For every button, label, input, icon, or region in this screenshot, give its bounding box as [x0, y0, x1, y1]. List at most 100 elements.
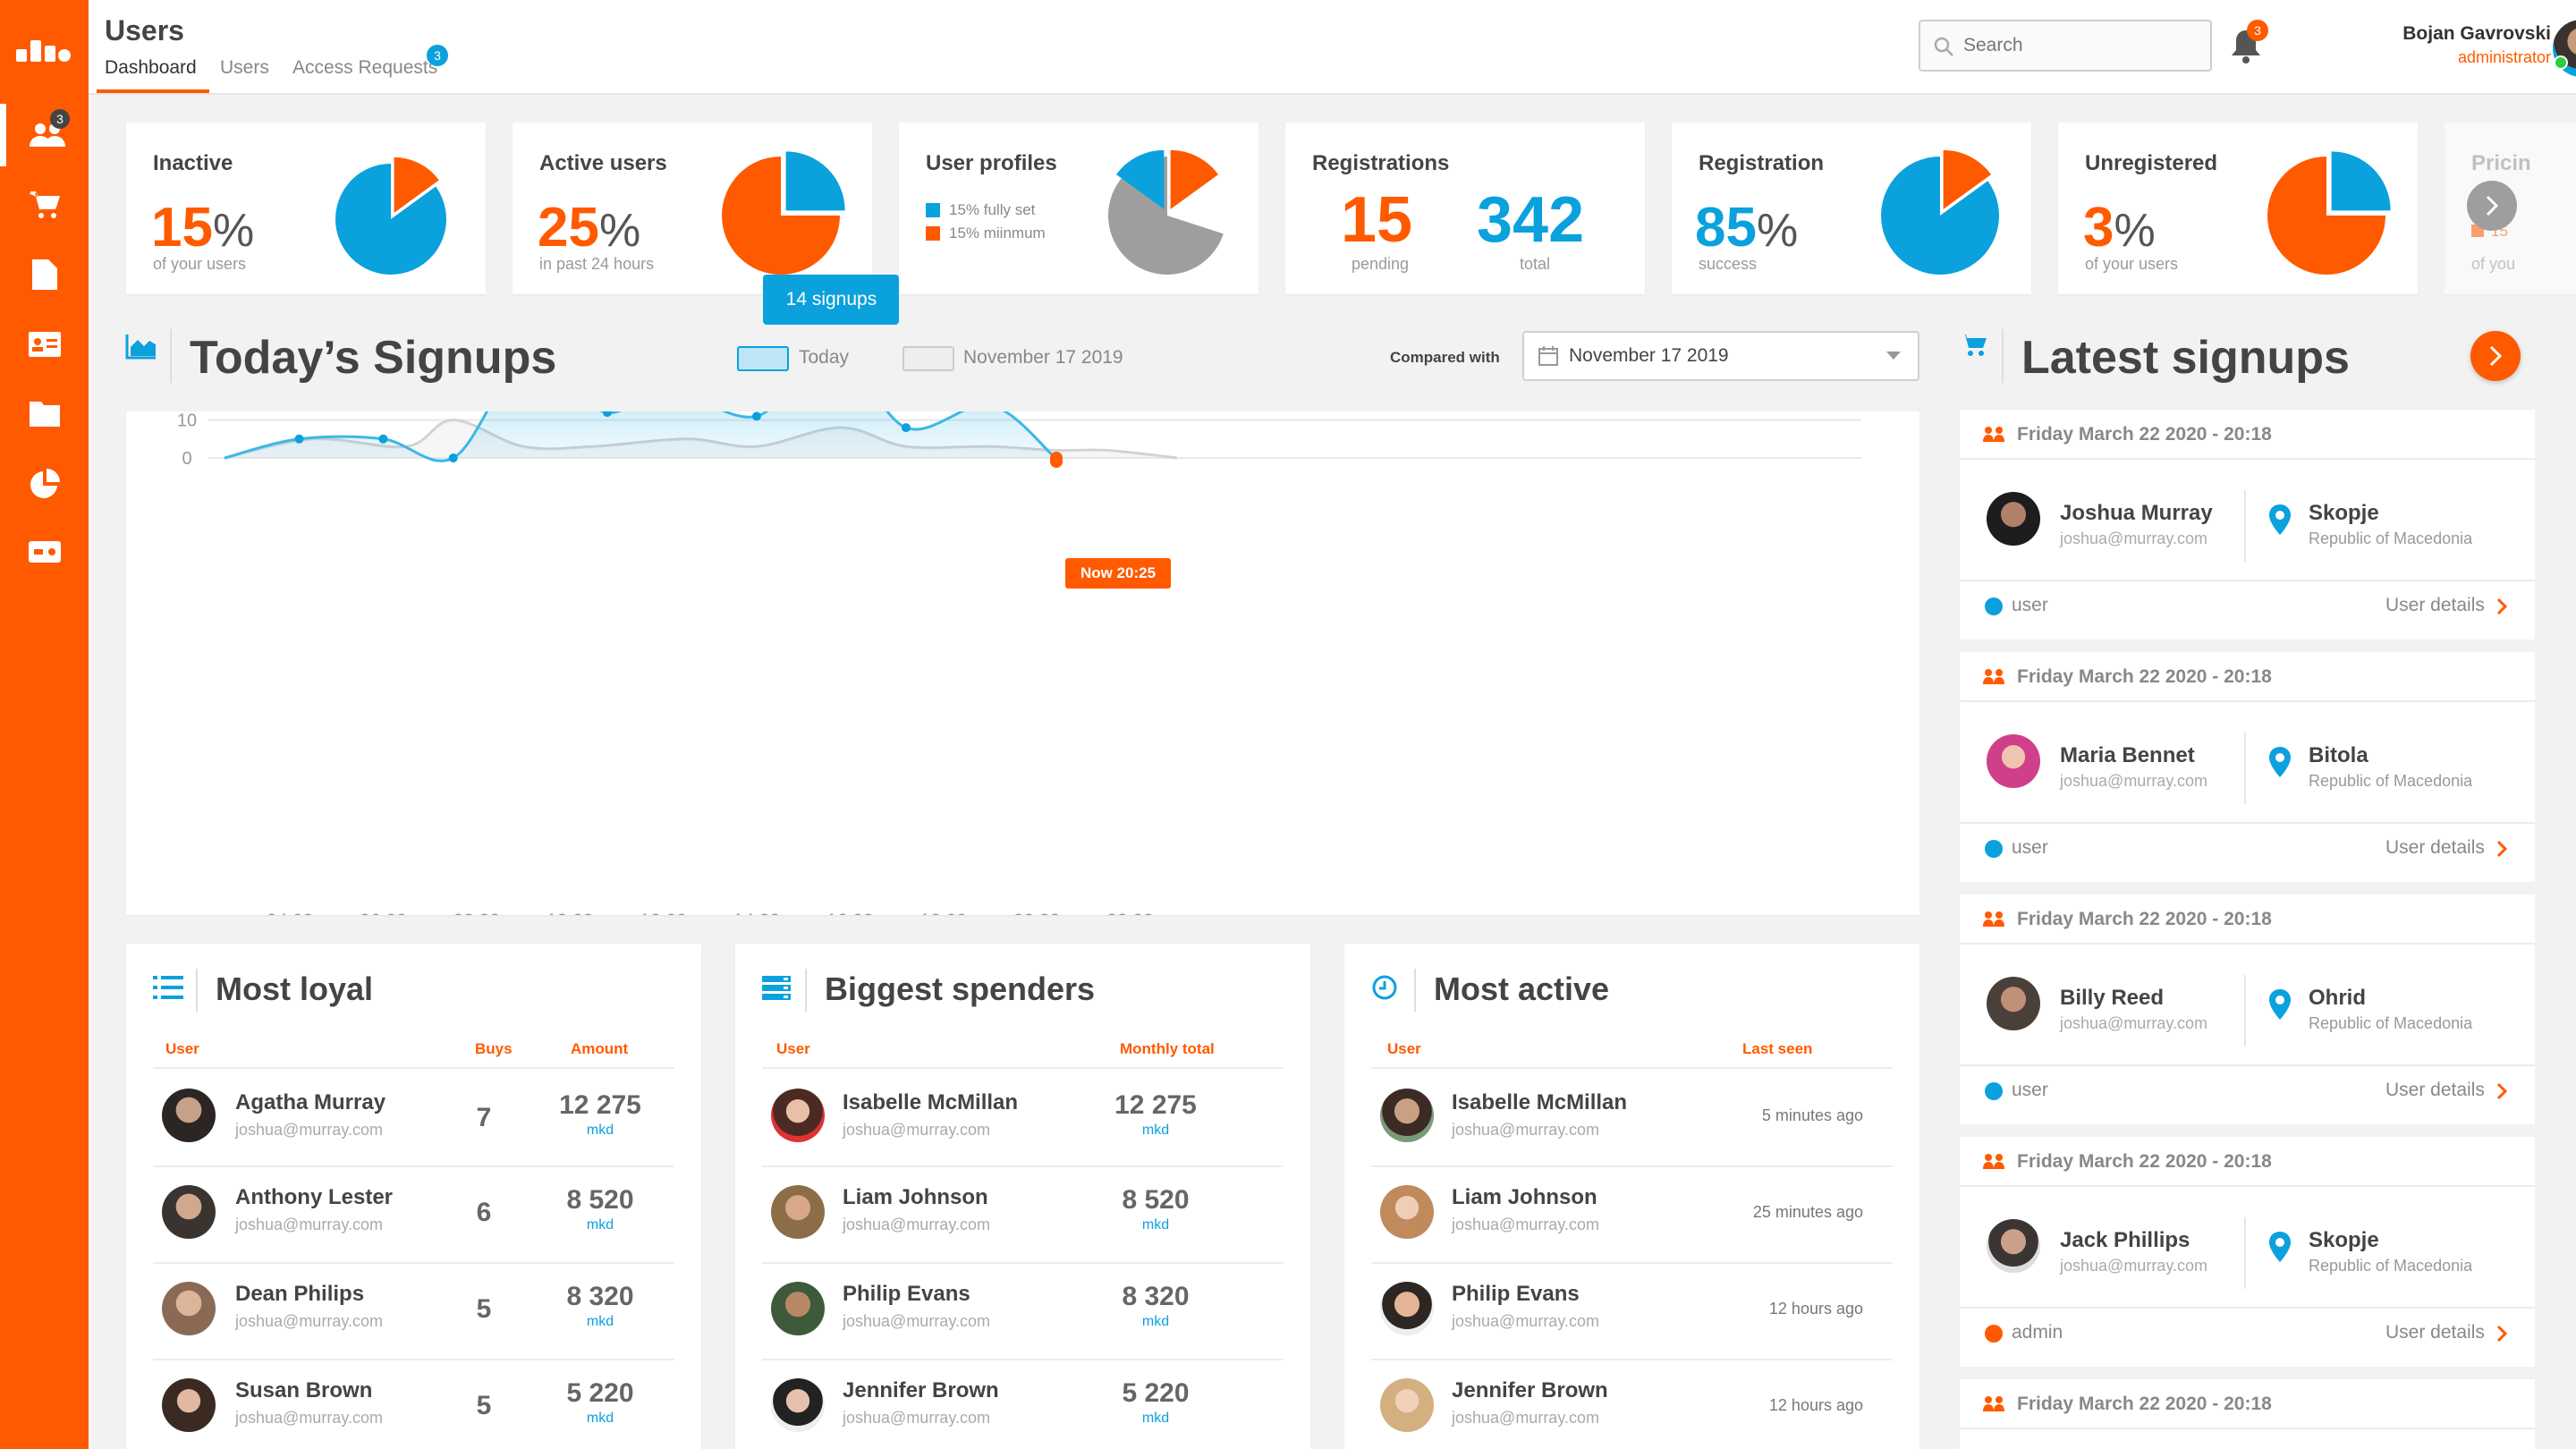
tab-users[interactable]: Users: [220, 57, 269, 78]
stats-next-button[interactable]: [2467, 181, 2517, 231]
card-divider: [2244, 1217, 2246, 1289]
card-divider: [1960, 700, 2535, 702]
data-point[interactable]: [294, 434, 304, 444]
table-row[interactable]: Isabelle McMillan joshua@murray.com 12 2…: [735, 1069, 1310, 1165]
role-label: admin: [2012, 1322, 2063, 1343]
document-icon[interactable]: [0, 243, 89, 306]
data-point[interactable]: [448, 453, 458, 462]
x-tick-label: 06:00: [360, 911, 407, 915]
city: Skopje: [2309, 1228, 2379, 1252]
x-tick-label: 12:00: [640, 911, 687, 915]
avatar: [162, 1282, 216, 1335]
table-divider: [1371, 1165, 1893, 1167]
tab-dashboard[interactable]: Dashboard: [105, 57, 197, 78]
pie-slice-main: [335, 164, 446, 275]
user-name: Maria Bennet: [2060, 743, 2195, 767]
search-input[interactable]: [1963, 32, 2196, 59]
table-row[interactable]: Dean Philips joshua@murray.com 5 8 320 m…: [126, 1264, 701, 1359]
user-details-link[interactable]: User details: [2385, 1080, 2485, 1100]
pie-chart-icon[interactable]: [0, 453, 89, 515]
signup-card[interactable]: Friday March 22 2020 - 20:18 Billy Reed …: [1960, 894, 2535, 1124]
panel-title: Biggest spenders: [825, 970, 1096, 1007]
data-point[interactable]: [378, 434, 388, 444]
user-email: joshua@murray.com: [1452, 1409, 1599, 1427]
table-row[interactable]: Liam Johnson joshua@murray.com 8 520 mkd: [735, 1167, 1310, 1262]
pie-slice-minimum: [1170, 149, 1219, 209]
latest-signups-next-button[interactable]: [2470, 331, 2521, 381]
users-icon: [1983, 1154, 2004, 1169]
table-row[interactable]: Jennifer Brown joshua@murray.com 5 220 m…: [735, 1360, 1310, 1449]
data-point[interactable]: [751, 411, 761, 421]
buys-count: 6: [476, 1198, 492, 1227]
table-row[interactable]: Agatha Murray joshua@murray.com 7 12 275…: [126, 1069, 701, 1165]
chevron-right-icon: [2486, 195, 2499, 216]
area-chart-icon: [125, 335, 156, 360]
stat-card-unregistered: Unregistered 3% of your users: [2058, 123, 2418, 294]
table-row[interactable]: Jennifer Brown joshua@murray.com 12 hour…: [1344, 1360, 1919, 1449]
data-point[interactable]: [901, 423, 911, 433]
panel-title: Most active: [1434, 970, 1610, 1007]
card-divider: [2244, 975, 2246, 1046]
user-email: joshua@murray.com: [235, 1216, 383, 1233]
user-details-link[interactable]: User details: [2385, 837, 2485, 858]
search-icon: [1934, 37, 1953, 56]
location-pin-icon: [2269, 747, 2291, 777]
search-box[interactable]: [1919, 20, 2212, 72]
stat-sub: of your users: [2085, 255, 2179, 273]
stat-card-registrations: Registrations 15 pending 342 total: [1285, 123, 1645, 294]
avatar: [771, 1185, 825, 1239]
compare-date-select[interactable]: November 17 2019: [1522, 331, 1919, 381]
table-row[interactable]: Anthony Lester joshua@murray.com 6 8 520…: [126, 1167, 701, 1262]
country: Republic of Macedonia: [2309, 530, 2473, 547]
user-details-link[interactable]: User details: [2385, 595, 2485, 615]
stat-card-inactive: Inactive 15% of your users: [126, 123, 486, 294]
last-seen: 12 hours ago: [1768, 1300, 1863, 1318]
data-point[interactable]: [602, 411, 612, 418]
users-icon[interactable]: [0, 104, 89, 166]
table-row[interactable]: Isabelle McMillan joshua@murray.com 5 mi…: [1344, 1069, 1919, 1165]
legend-swatch-today[interactable]: [737, 346, 789, 371]
logo-icon[interactable]: [0, 18, 89, 80]
folder-icon[interactable]: [0, 383, 89, 445]
avatar: [1987, 734, 2040, 788]
x-tick-label: 04:00: [267, 911, 314, 915]
user-email: joshua@murray.com: [843, 1216, 990, 1233]
notification-badge: 3: [2247, 20, 2268, 41]
stat-title: Registrations: [1312, 151, 1450, 175]
chevron-right-icon: [2496, 1325, 2507, 1343]
avatar: [1380, 1185, 1434, 1239]
table-row[interactable]: Philip Evans joshua@murray.com 12 hours …: [1344, 1264, 1919, 1359]
signup-card[interactable]: Friday March 22 2020 - 20:18: [1960, 1379, 2535, 1449]
cart-icon[interactable]: [0, 174, 89, 237]
signups-title: Today’s Signups: [190, 332, 557, 384]
table-row[interactable]: Liam Johnson joshua@murray.com 25 minute…: [1344, 1167, 1919, 1262]
table-row[interactable]: Philip Evans joshua@murray.com 8 320 mkd: [735, 1264, 1310, 1359]
ticket-icon[interactable]: [0, 521, 89, 583]
stat-title: Registration: [1699, 151, 1825, 175]
card-divider: [1960, 1185, 2535, 1187]
user-email: joshua@murray.com: [2060, 530, 2207, 547]
legend-swatch-compare[interactable]: [902, 346, 954, 371]
id-card-icon[interactable]: [0, 313, 89, 376]
signup-date: Friday March 22 2020 - 20:18: [2017, 909, 2272, 929]
compare-date-value: November 17 2019: [1569, 345, 1729, 366]
tab-access-requests[interactable]: Access Requests: [292, 57, 438, 78]
user-details-link[interactable]: User details: [2385, 1322, 2485, 1343]
title-divider: [805, 969, 807, 1012]
column-header: Last seen: [1742, 1040, 1813, 1057]
amount-value: 12 275: [559, 1090, 641, 1120]
avatar: [1987, 977, 2040, 1030]
signup-date: Friday March 22 2020 - 20:18: [2017, 1394, 2272, 1414]
stat-sub: success: [1699, 255, 1758, 273]
signup-card[interactable]: Friday March 22 2020 - 20:18 Joshua Murr…: [1960, 410, 2535, 640]
stat-title: Inactive: [153, 151, 233, 175]
location-pin-icon: [2269, 989, 2291, 1020]
amount-unit: mkd: [1141, 1411, 1170, 1426]
signup-card[interactable]: Friday March 22 2020 - 20:18 Maria Benne…: [1960, 652, 2535, 882]
stat-sub: of you: [2471, 255, 2516, 273]
table-row[interactable]: Susan Brown joshua@murray.com 5 5 220 mk…: [126, 1360, 701, 1449]
card-divider: [2244, 490, 2246, 562]
signup-card[interactable]: Friday March 22 2020 - 20:18 Jack Philli…: [1960, 1137, 2535, 1367]
x-tick-label: 10:00: [547, 911, 594, 915]
column-header: Amount: [571, 1040, 629, 1057]
